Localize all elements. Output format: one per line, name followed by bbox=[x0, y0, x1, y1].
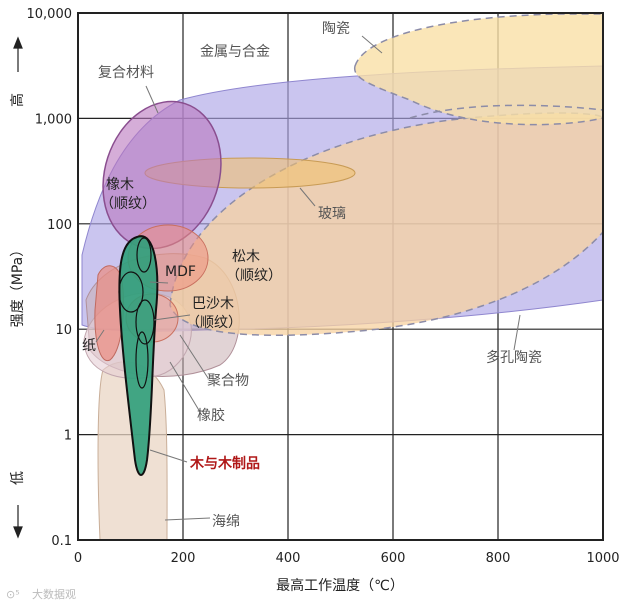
region-ceramics bbox=[354, 13, 603, 126]
label-pine-line1: 松木 bbox=[232, 249, 260, 265]
label-balsa-line2: （顺纹） bbox=[186, 315, 242, 331]
region-wood-mdf bbox=[118, 271, 144, 313]
label-wood-products: 木与木制品 bbox=[189, 455, 260, 472]
y-high-label: 高 bbox=[9, 93, 26, 107]
label-paper: 纸 bbox=[82, 338, 96, 354]
x-tick-label: 600 bbox=[381, 551, 406, 566]
label-porous-ceramics: 多孔陶瓷 bbox=[486, 349, 542, 366]
y-tick-labels: 0.1 1 10 100 1,000 10,000 bbox=[27, 7, 73, 549]
watermark: 大数据观 bbox=[32, 587, 76, 601]
x-tick-label: 1000 bbox=[586, 551, 619, 566]
region-wood bbox=[118, 235, 159, 476]
label-sponge: 海绵 bbox=[212, 513, 240, 530]
y-tick-label: 1,000 bbox=[35, 112, 72, 127]
label-mdf: MDF bbox=[165, 264, 196, 280]
label-rubber: 橡胶 bbox=[197, 407, 225, 424]
watermark-logo: ⊙⁵ bbox=[6, 588, 20, 601]
label-oak-line2: （顺纹） bbox=[100, 196, 156, 212]
regions bbox=[81, 13, 603, 540]
region-wood-balsa bbox=[135, 299, 155, 345]
y-tick-label: 1 bbox=[64, 429, 72, 444]
label-polymers: 聚合物 bbox=[207, 373, 249, 389]
y-down-arrow-icon bbox=[13, 505, 23, 539]
label-pine-line2: （顺纹） bbox=[226, 268, 282, 284]
x-tick-label: 0 bbox=[74, 551, 82, 566]
label-metals: 金属与合金 bbox=[200, 44, 270, 60]
leader-lines bbox=[95, 35, 521, 521]
y-axis-title: 强度（MPa） bbox=[10, 243, 26, 327]
label-balsa-line1: 巴沙木 bbox=[192, 296, 234, 312]
x-tick-label: 800 bbox=[486, 551, 511, 566]
label-glass: 玻璃 bbox=[318, 205, 346, 222]
label-ceramics: 陶瓷 bbox=[322, 21, 350, 37]
x-axis-title: 最高工作温度（℃） bbox=[276, 577, 404, 594]
region-paper bbox=[94, 265, 124, 362]
x-tick-label: 400 bbox=[276, 551, 301, 566]
x-tick-label: 200 bbox=[171, 551, 196, 566]
region-wood-pine bbox=[135, 331, 149, 389]
plot-frame bbox=[77, 12, 604, 541]
y-tick-label: 100 bbox=[47, 218, 72, 233]
label-oak-line1: 橡木 bbox=[106, 177, 134, 193]
region-wood-oak bbox=[136, 237, 152, 273]
x-tick-labels: 0 200 400 600 800 1000 bbox=[74, 551, 620, 566]
y-low-label: 低 bbox=[10, 471, 26, 485]
label-composites: 复合材料 bbox=[98, 64, 154, 81]
y-tick-label: 10 bbox=[55, 323, 72, 338]
y-up-arrow-icon bbox=[13, 36, 23, 72]
y-tick-label: 10,000 bbox=[27, 7, 73, 22]
y-tick-label: 0.1 bbox=[51, 534, 72, 549]
